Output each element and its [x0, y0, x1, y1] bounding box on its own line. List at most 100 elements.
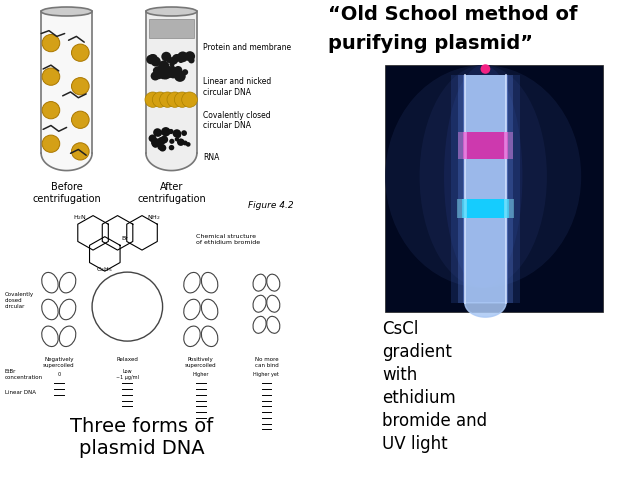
Circle shape — [173, 71, 179, 76]
Circle shape — [174, 92, 190, 108]
Circle shape — [158, 60, 170, 72]
Polygon shape — [465, 75, 506, 303]
Text: Negatively
supercoiled: Negatively supercoiled — [43, 358, 75, 368]
Text: No more
can bind: No more can bind — [255, 358, 278, 368]
Text: Br: Br — [122, 237, 129, 241]
Polygon shape — [146, 153, 197, 170]
Text: purifying plasmid”: purifying plasmid” — [328, 34, 533, 52]
Circle shape — [154, 57, 159, 62]
Circle shape — [161, 66, 172, 76]
Bar — [467, 199, 504, 218]
Bar — [458, 132, 513, 159]
Circle shape — [173, 55, 178, 60]
Circle shape — [168, 129, 173, 134]
Ellipse shape — [420, 65, 547, 288]
Circle shape — [178, 58, 184, 63]
Circle shape — [152, 92, 168, 108]
Text: Relaxed: Relaxed — [116, 358, 138, 362]
Text: Chemical structure
of ethidium bromide: Chemical structure of ethidium bromide — [196, 234, 260, 245]
Circle shape — [173, 54, 181, 62]
Circle shape — [170, 61, 175, 67]
Circle shape — [159, 65, 168, 75]
Circle shape — [188, 57, 195, 63]
Circle shape — [72, 78, 89, 95]
Circle shape — [169, 145, 174, 150]
Text: After
centrifugation: After centrifugation — [137, 182, 206, 204]
Text: Positively
supercoiled: Positively supercoiled — [185, 358, 216, 368]
Circle shape — [182, 92, 197, 108]
Circle shape — [153, 67, 160, 74]
Circle shape — [72, 143, 89, 160]
Bar — [457, 199, 514, 218]
Polygon shape — [463, 75, 508, 303]
Ellipse shape — [444, 65, 522, 288]
Bar — [149, 19, 194, 38]
Text: NH$_2$: NH$_2$ — [147, 214, 161, 222]
Polygon shape — [465, 303, 506, 317]
Circle shape — [182, 132, 186, 136]
Circle shape — [182, 141, 188, 145]
Bar — [385, 65, 604, 312]
Polygon shape — [41, 12, 92, 153]
Ellipse shape — [146, 7, 197, 16]
Text: Higher: Higher — [193, 372, 209, 377]
Circle shape — [145, 92, 161, 108]
Text: C$_2$H$_5$: C$_2$H$_5$ — [96, 265, 113, 274]
Circle shape — [161, 67, 170, 75]
Ellipse shape — [41, 7, 92, 16]
Circle shape — [153, 128, 162, 137]
Circle shape — [42, 35, 60, 52]
Polygon shape — [451, 75, 520, 303]
Circle shape — [185, 51, 195, 61]
Circle shape — [174, 67, 179, 72]
Circle shape — [159, 144, 166, 152]
Circle shape — [161, 127, 171, 136]
Circle shape — [174, 66, 182, 74]
Circle shape — [177, 138, 184, 146]
Text: Covalently
closed
circular: Covalently closed circular — [5, 292, 34, 309]
Circle shape — [42, 68, 60, 85]
Circle shape — [168, 67, 179, 78]
Circle shape — [155, 130, 162, 137]
Circle shape — [161, 52, 172, 61]
Text: Linear and nicked
circular DNA: Linear and nicked circular DNA — [203, 77, 271, 97]
Circle shape — [177, 51, 188, 62]
Circle shape — [42, 135, 60, 152]
Text: CsCl
gradient
with
ethidium
bromide and
UV light: CsCl gradient with ethidium bromide and … — [382, 320, 487, 453]
Circle shape — [173, 71, 179, 76]
Bar — [467, 132, 504, 159]
Circle shape — [42, 102, 60, 119]
Circle shape — [165, 70, 173, 78]
Circle shape — [159, 92, 175, 108]
Circle shape — [160, 136, 168, 144]
Text: 0: 0 — [57, 372, 60, 377]
Circle shape — [170, 65, 175, 70]
Circle shape — [164, 66, 173, 75]
Circle shape — [175, 137, 179, 142]
Circle shape — [154, 66, 163, 74]
Circle shape — [170, 56, 178, 64]
Text: RNA: RNA — [203, 153, 219, 162]
Circle shape — [186, 142, 191, 147]
Text: Covalently closed
circular DNA: Covalently closed circular DNA — [203, 111, 270, 131]
Text: Higher yet: Higher yet — [253, 372, 279, 377]
Polygon shape — [41, 153, 92, 170]
Circle shape — [157, 137, 165, 145]
Circle shape — [173, 129, 181, 138]
Circle shape — [167, 92, 182, 108]
Circle shape — [72, 111, 89, 128]
Polygon shape — [458, 75, 513, 303]
Circle shape — [182, 69, 188, 75]
Circle shape — [157, 144, 163, 150]
Text: Low
~1 µg/ml: Low ~1 µg/ml — [116, 369, 139, 380]
Text: Before
centrifugation: Before centrifugation — [32, 182, 101, 204]
Circle shape — [151, 138, 161, 147]
Circle shape — [152, 142, 159, 148]
Circle shape — [146, 55, 156, 64]
Circle shape — [158, 137, 164, 143]
Polygon shape — [146, 12, 197, 153]
Text: EtBr
concentration: EtBr concentration — [5, 369, 43, 380]
Circle shape — [169, 139, 175, 144]
Circle shape — [176, 133, 181, 138]
Circle shape — [72, 44, 89, 61]
